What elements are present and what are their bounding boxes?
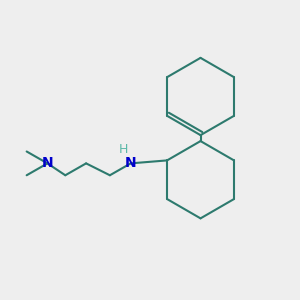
Text: N: N <box>125 156 136 170</box>
Text: H: H <box>118 142 128 156</box>
Text: N: N <box>42 156 53 170</box>
